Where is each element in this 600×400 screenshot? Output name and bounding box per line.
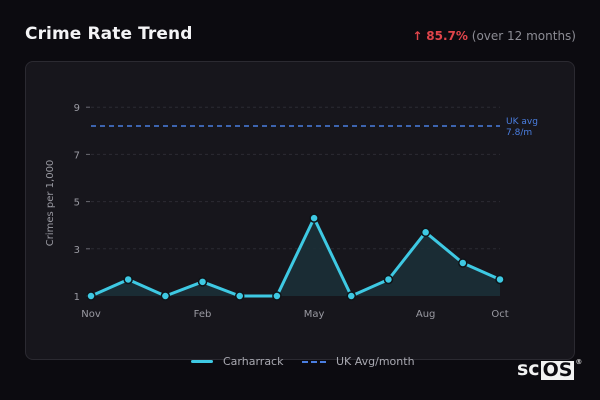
y-axis-label: Crimes per 1,000 — [45, 160, 56, 247]
legend-label: UK Avg/month — [336, 355, 415, 368]
y-tick-label: 3 — [74, 245, 80, 256]
solid-line-swatch-icon — [191, 360, 213, 363]
data-point-may[interactable] — [309, 213, 319, 223]
x-tick-label: May — [304, 309, 325, 320]
trend-change-value: 85.7% — [426, 29, 468, 43]
data-point-sep[interactable] — [458, 258, 468, 268]
trend-up-arrow-icon: ↑ — [412, 29, 423, 43]
x-axis: Nov Feb May Aug Oct — [81, 309, 508, 320]
legend-item-uk-avg[interactable]: UK Avg/month — [302, 355, 415, 368]
data-point-jul[interactable] — [383, 274, 394, 285]
y-tick-label: 9 — [74, 103, 80, 114]
y-axis: 1 3 5 7 9 — [74, 103, 90, 303]
data-point-mar[interactable] — [234, 291, 245, 301]
x-tick-label: Nov — [81, 309, 101, 320]
y-tick-label: 5 — [74, 198, 80, 209]
series-area-fill — [91, 218, 500, 296]
data-point-apr[interactable] — [272, 291, 282, 301]
dashed-line-swatch-icon — [302, 360, 326, 363]
series-line — [90, 216, 501, 298]
chart-legend: Carharrack UK Avg/month — [0, 355, 600, 371]
data-point-aug[interactable] — [420, 227, 431, 238]
data-point-jun[interactable] — [346, 291, 357, 301]
data-point-jan[interactable] — [160, 291, 171, 301]
logo-highlight: OS — [540, 359, 575, 381]
chart-card — [25, 61, 575, 360]
y-tick-label: 7 — [74, 150, 80, 161]
x-tick-label: Feb — [194, 309, 212, 320]
y-tick-label: 1 — [74, 292, 80, 303]
logo-prefix: sc — [517, 358, 540, 380]
grid-lines — [91, 106, 500, 250]
data-point-oct[interactable] — [495, 274, 505, 285]
series-points — [86, 213, 505, 301]
legend-label: Carharrack — [223, 355, 284, 368]
registered-mark-icon: ® — [575, 358, 583, 366]
trend-change-period: (over 12 months) — [471, 29, 576, 43]
data-point-feb[interactable] — [197, 277, 208, 287]
data-point-nov[interactable] — [86, 291, 96, 301]
scos-logo: sc OS ® — [517, 358, 582, 380]
data-point-dec[interactable] — [123, 274, 133, 285]
reference-label-line1: UK avg — [506, 117, 538, 127]
x-tick-label: Aug — [416, 309, 436, 320]
x-tick-label: Oct — [491, 309, 508, 320]
trend-change: ↑ 85.7% (over 12 months) — [412, 29, 576, 43]
legend-item-carharrack[interactable]: Carharrack — [191, 355, 283, 368]
chart-title: Crime Rate Trend — [25, 24, 193, 44]
reference-label-line2: 7.8/m — [506, 128, 532, 138]
